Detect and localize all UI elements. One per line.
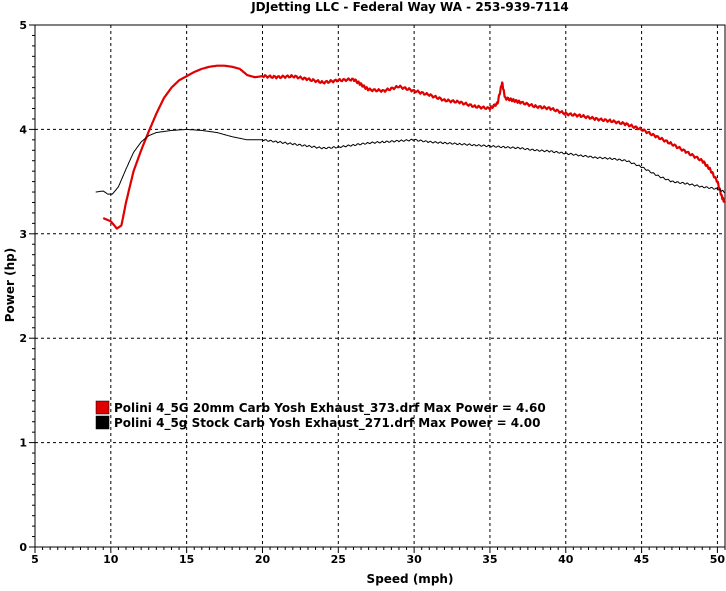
plot-border — [34, 24, 726, 548]
x-tick-label: 15 — [179, 553, 194, 566]
x-tick-label: 40 — [558, 553, 574, 566]
series-line-1 — [102, 64, 726, 230]
legend: Polini 4_5G 20mm Carb Yosh Exhaust_373.d… — [95, 400, 546, 431]
legend-label: Polini 4_5g Stock Carb Yosh Exhaust_271.… — [114, 416, 540, 431]
y-axis-label: Power (hp) — [3, 248, 17, 322]
y-tick-label: 5 — [19, 19, 27, 32]
x-axis-label: Speed (mph) — [367, 572, 454, 586]
x-tick-label: 50 — [710, 553, 726, 566]
y-tick-label: 2 — [19, 332, 27, 345]
legend-swatch — [95, 400, 110, 415]
series-lines — [95, 64, 726, 230]
y-tick-label: 1 — [19, 437, 27, 450]
legend-swatch — [95, 415, 110, 430]
y-tick-label: 0 — [19, 541, 27, 554]
plot-area — [34, 24, 726, 548]
x-tick-label: 20 — [255, 553, 271, 566]
y-axis-ticks: 0 1 2 3 4 5 — [19, 19, 35, 554]
x-tick-label: 35 — [482, 553, 497, 566]
y-tick-label: 4 — [19, 123, 27, 136]
x-tick-label: 5 — [31, 553, 39, 566]
series-line-2 — [95, 128, 726, 195]
y-tick-label: 3 — [19, 228, 27, 241]
x-axis-ticks: 5 10 15 20 25 30 35 40 45 50 — [31, 547, 726, 566]
legend-label: Polini 4_5G 20mm Carb Yosh Exhaust_373.d… — [114, 401, 546, 416]
x-tick-label: 30 — [406, 553, 422, 566]
x-tick-label: 45 — [634, 553, 649, 566]
x-tick-label: 10 — [103, 553, 119, 566]
chart-title: JDJetting LLC - Federal Way WA - 253-939… — [250, 0, 569, 14]
x-tick-label: 25 — [331, 553, 346, 566]
